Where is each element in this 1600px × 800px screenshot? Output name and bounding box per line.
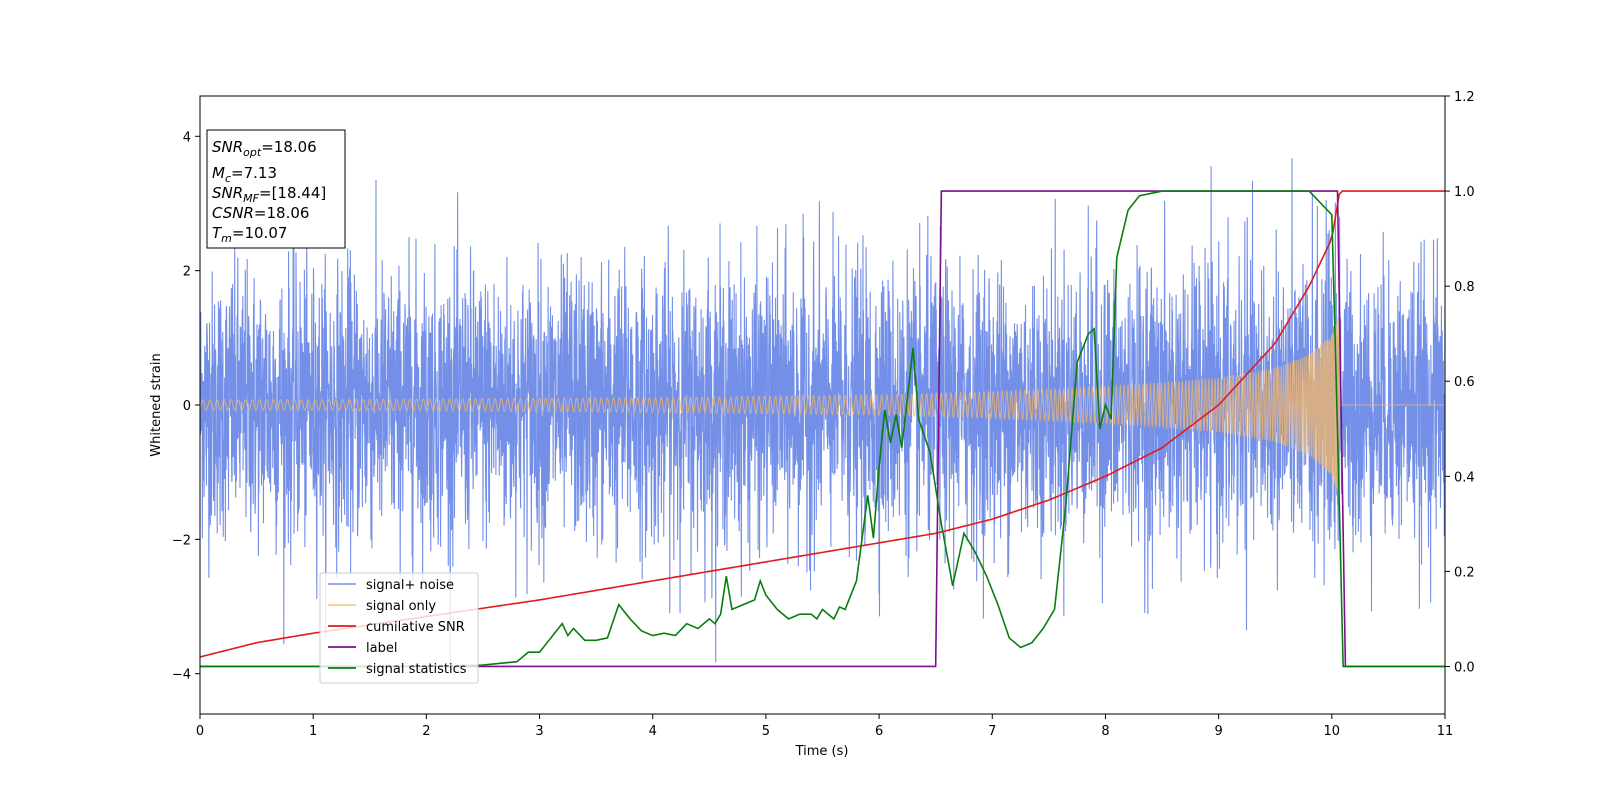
- y2-tick-label: 0.4: [1454, 470, 1475, 485]
- y-tick-label: 0: [183, 399, 191, 414]
- series-signal-only-line: [200, 316, 1445, 491]
- y-tick-label: 4: [183, 130, 191, 145]
- legend-label: cumilative SNR: [366, 620, 465, 635]
- annotation-mc: Mc=7.13: [212, 164, 277, 185]
- y2-tick-label: 0.6: [1454, 375, 1475, 390]
- y2-tick-label: 1.0: [1454, 185, 1475, 200]
- y2-tick-label: 1.2: [1454, 90, 1475, 105]
- y-axis-title: Whitened strain: [149, 353, 164, 456]
- legend-label: signal only: [366, 599, 436, 614]
- x-tick-label: 5: [762, 724, 770, 739]
- y2-tick-label: 0.8: [1454, 280, 1475, 295]
- x-tick-label: 3: [535, 724, 543, 739]
- y2-tick-label: 0.0: [1454, 660, 1475, 675]
- x-tick-label: 8: [1101, 724, 1109, 739]
- x-tick-label: 11: [1437, 724, 1454, 739]
- y2-tick-label: 0.2: [1454, 565, 1475, 580]
- annotation-csnr: CSNR=18.06: [212, 204, 309, 222]
- y-tick-label: −4: [172, 668, 191, 683]
- x-tick-label: 10: [1324, 724, 1341, 739]
- y-tick-label: −2: [172, 533, 191, 548]
- x-tick-label: 7: [988, 724, 996, 739]
- series-signal-plus-noise-line: [200, 158, 1445, 671]
- annotation-frame: [206, 129, 346, 249]
- legend-label: signal+ noise: [366, 578, 454, 593]
- x-axis: 0 1 2 3 4 5 6 7 8 9 10 11: [196, 714, 1453, 739]
- annotation-snr-mf: SNRMF=[18.44]: [212, 184, 326, 205]
- x-tick-label: 1: [309, 724, 317, 739]
- x-tick-label: 4: [649, 724, 657, 739]
- x-tick-label: 2: [422, 724, 430, 739]
- annotation-snr-opt: SNRopt=18.06: [212, 138, 317, 159]
- legend-label: signal statistics: [366, 662, 467, 677]
- legend: signal+ noise signal only cumilative SNR la…: [319, 572, 479, 684]
- annotation-box: SNRopt=18.06 Mc=7.13 SNRMF=[18.44] CSNR=…: [206, 129, 346, 249]
- y-axis-right: 0.0 0.2 0.4 0.6 0.8 1.0 1.2: [1445, 90, 1475, 675]
- y-axis-left: −4 −2 0 2 4: [172, 130, 200, 683]
- series-signal-statistics-line: [200, 190, 1445, 668]
- y-tick-label: 2: [183, 265, 191, 280]
- legend-label: label: [366, 641, 397, 656]
- x-tick-label: 0: [196, 724, 204, 739]
- annotation-tm: Tm=10.07: [212, 224, 287, 245]
- x-tick-label: 6: [875, 724, 883, 739]
- legend-frame: [319, 572, 479, 684]
- x-axis-title: Time (s): [795, 744, 849, 759]
- x-tick-label: 9: [1214, 724, 1222, 739]
